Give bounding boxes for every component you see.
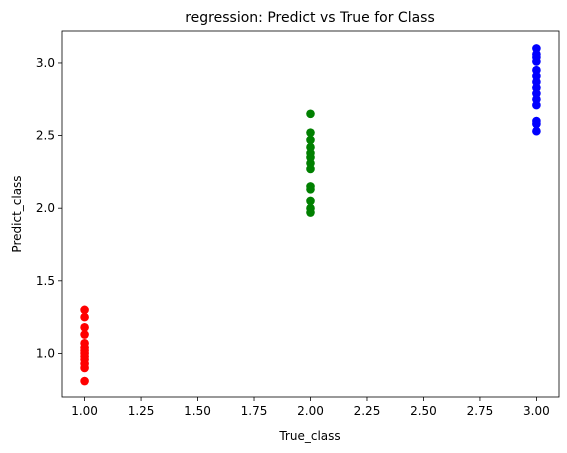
x-tick-label: 1.00 <box>71 404 98 418</box>
y-axis-ticks: 1.0 1.5 2.0 2.5 3.0 <box>36 56 62 360</box>
data-point <box>532 65 541 75</box>
data-point <box>306 182 315 191</box>
data-point <box>80 376 89 386</box>
data-point <box>80 330 89 339</box>
x-tick-label: 2.25 <box>354 404 381 418</box>
y-tick-label: 2.5 <box>36 129 55 143</box>
x-tick-label: 2.50 <box>410 404 437 418</box>
x-tick-label: 1.50 <box>184 404 211 418</box>
data-point <box>532 44 541 53</box>
x-tick-label: 2.00 <box>297 404 324 418</box>
chart-title: regression: Predict vs True for Class <box>185 10 435 26</box>
y-tick-label: 1.0 <box>36 346 55 360</box>
y-tick-label: 3.0 <box>36 56 55 70</box>
data-point <box>306 196 315 206</box>
x-axis-ticks: 1.00 1.25 1.50 1.75 2.00 2.25 2.50 2.75 3.00 <box>71 397 550 418</box>
y-axis-label: Predict_class <box>10 175 24 252</box>
y-tick-label: 1.5 <box>36 274 55 288</box>
x-tick-label: 2.75 <box>467 404 494 418</box>
data-point <box>80 322 89 332</box>
plot-frame <box>61 30 560 398</box>
data-point <box>532 126 541 136</box>
x-tick-label: 1.25 <box>128 404 155 418</box>
x-tick-label: 3.00 <box>523 404 550 418</box>
data-point <box>532 116 541 126</box>
data-point <box>80 312 89 322</box>
data-point <box>80 305 89 315</box>
data-point <box>80 338 89 348</box>
data-point <box>306 128 315 137</box>
data-point <box>306 203 315 213</box>
data-point <box>306 142 315 152</box>
y-tick-label: 2.0 <box>36 201 55 215</box>
data-point <box>306 109 315 119</box>
x-axis-label: True_class <box>278 429 340 443</box>
x-tick-label: 1.75 <box>241 404 268 418</box>
data-points <box>80 44 541 386</box>
data-point <box>306 135 315 145</box>
